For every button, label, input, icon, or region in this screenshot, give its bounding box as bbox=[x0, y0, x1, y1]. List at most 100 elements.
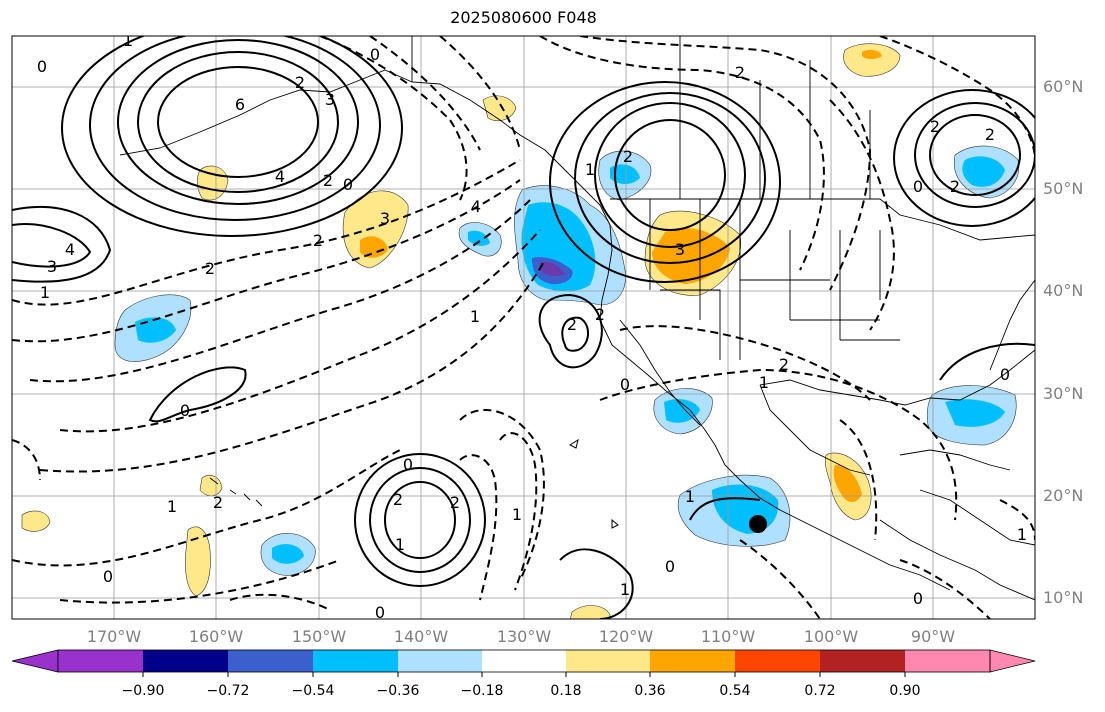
contour-label: 2 bbox=[295, 73, 305, 92]
dashed-contours bbox=[12, 36, 1035, 619]
lat-label-50n: 50°N bbox=[1043, 179, 1084, 198]
shading-layer bbox=[21, 43, 1020, 619]
blue-shading-central-pacific-mid bbox=[135, 317, 176, 343]
yellow-shading-ne-top bbox=[843, 43, 901, 77]
colorbar-label: 0.72 bbox=[804, 683, 836, 699]
contour-label: 1 bbox=[620, 580, 630, 599]
contour-label: 2 bbox=[323, 171, 333, 190]
contour-label: 3 bbox=[47, 257, 57, 276]
colorbar bbox=[11, 649, 1036, 677]
contour-label: 2 bbox=[393, 490, 403, 509]
contour-label: 2 bbox=[205, 259, 215, 278]
contour-label: 2 bbox=[567, 315, 577, 334]
colorbar-segment bbox=[313, 650, 398, 672]
orange-shading-ne-top bbox=[862, 49, 882, 59]
contour-label: 0 bbox=[913, 177, 923, 196]
colorbar-label: −0.36 bbox=[376, 683, 420, 699]
yellow-shading-bottom bbox=[569, 605, 611, 619]
contour-label: 0 bbox=[343, 175, 353, 194]
colorbar-label: −0.18 bbox=[460, 683, 504, 699]
colorbar-segment bbox=[735, 650, 820, 672]
colorbar-label: −0.72 bbox=[206, 683, 250, 699]
lat-label-30n: 30°N bbox=[1043, 384, 1084, 403]
lon-label-170w: 170°W bbox=[86, 627, 142, 646]
colorbar-segment bbox=[58, 650, 143, 672]
colorbar-label: 0.18 bbox=[550, 683, 582, 699]
contour-label: 3 bbox=[380, 209, 390, 228]
blue-shading-ne-mid bbox=[962, 156, 1005, 187]
contour-label: 1 bbox=[585, 160, 595, 179]
colorbar-segment bbox=[566, 650, 650, 672]
lon-label-100w: 100°W bbox=[803, 627, 859, 646]
contour-label: 0 bbox=[403, 455, 413, 474]
lon-label-90w: 90°W bbox=[910, 627, 956, 646]
lon-label-160w: 160°W bbox=[188, 627, 244, 646]
contour-label: 0 bbox=[1000, 365, 1010, 384]
coastlines bbox=[119, 36, 1035, 601]
contour-label: 4 bbox=[275, 167, 285, 186]
purple-shading-core bbox=[540, 261, 565, 277]
contour-label: 2 bbox=[930, 117, 940, 136]
lat-label-60n: 60°N bbox=[1043, 77, 1084, 96]
contour-label: 1 bbox=[470, 307, 480, 326]
contour-label: 1 bbox=[123, 31, 133, 50]
colorbar-outline bbox=[57, 649, 991, 673]
colorbar-segment bbox=[905, 650, 990, 672]
contour-label: 2 bbox=[779, 355, 789, 374]
map-title: 2025080600 F048 bbox=[450, 8, 597, 27]
contour-label: 2 bbox=[313, 231, 323, 250]
lat-label-10n: 10°N bbox=[1043, 588, 1084, 607]
black-dot-marker bbox=[749, 515, 767, 533]
contour-label: 1 bbox=[395, 535, 405, 554]
colorbar-label: 0.36 bbox=[634, 683, 666, 699]
colorbar-label: −0.90 bbox=[121, 683, 165, 699]
lon-label-120w: 120°W bbox=[598, 627, 654, 646]
blue-shading-south-mid bbox=[272, 544, 304, 564]
yellow-shading-sw2 bbox=[185, 526, 211, 597]
colorbar-label: 0.54 bbox=[719, 683, 751, 699]
contour-label: 1 bbox=[167, 497, 177, 516]
contour-label: 2 bbox=[450, 493, 460, 512]
colorbar-label: 0.90 bbox=[889, 683, 921, 699]
contour-label: 1 bbox=[40, 283, 50, 302]
contour-label: 0 bbox=[620, 375, 630, 394]
contour-label: 0 bbox=[103, 567, 113, 586]
contour-label: 0 bbox=[913, 589, 923, 608]
blue-shading-se-mid bbox=[945, 399, 1005, 427]
yellow-shading-offshore bbox=[342, 190, 409, 269]
blue-shading-bc-mid bbox=[610, 164, 640, 184]
lon-label-130w: 130°W bbox=[496, 627, 552, 646]
contour-label: 0 bbox=[665, 557, 675, 576]
colorbar-label: −0.54 bbox=[291, 683, 335, 699]
contour-label: 1 bbox=[685, 487, 695, 506]
contour-label: 2 bbox=[950, 177, 960, 196]
contour-label: 0 bbox=[37, 57, 47, 76]
colorbar-segment bbox=[143, 650, 228, 672]
contour-label: 1 bbox=[512, 505, 522, 524]
contour-label: 0 bbox=[180, 401, 190, 420]
contour-label: 2 bbox=[985, 125, 995, 144]
orange-shading-yucatan bbox=[833, 464, 862, 503]
contour-label: 2 bbox=[213, 493, 223, 512]
contour-label: 6 bbox=[235, 95, 245, 114]
lon-label-110w: 110°W bbox=[700, 627, 756, 646]
colorbar-segment bbox=[482, 650, 566, 672]
orange-shading-offshore bbox=[360, 236, 388, 258]
colorbar-extend-high bbox=[989, 649, 1036, 673]
solid-contours bbox=[12, 36, 1035, 619]
contour-label: 2 bbox=[595, 305, 605, 324]
blue-shading-gulf-mid bbox=[664, 399, 700, 423]
yellow-shading-sw1 bbox=[21, 510, 51, 532]
colorbar-segment bbox=[228, 650, 313, 672]
lon-label-150w: 150°W bbox=[291, 627, 347, 646]
contour-label: 2 bbox=[735, 63, 745, 82]
thin-contours bbox=[568, 438, 619, 529]
colorbar-segment bbox=[650, 650, 735, 672]
contour-label: 3 bbox=[325, 90, 335, 109]
yellow-shading-sw3 bbox=[199, 475, 223, 497]
contour-label: 1 bbox=[759, 373, 769, 392]
contour-label: 1 bbox=[1017, 525, 1027, 544]
lon-label-140w: 140°W bbox=[393, 627, 449, 646]
colorbar-extend-low bbox=[11, 649, 59, 673]
